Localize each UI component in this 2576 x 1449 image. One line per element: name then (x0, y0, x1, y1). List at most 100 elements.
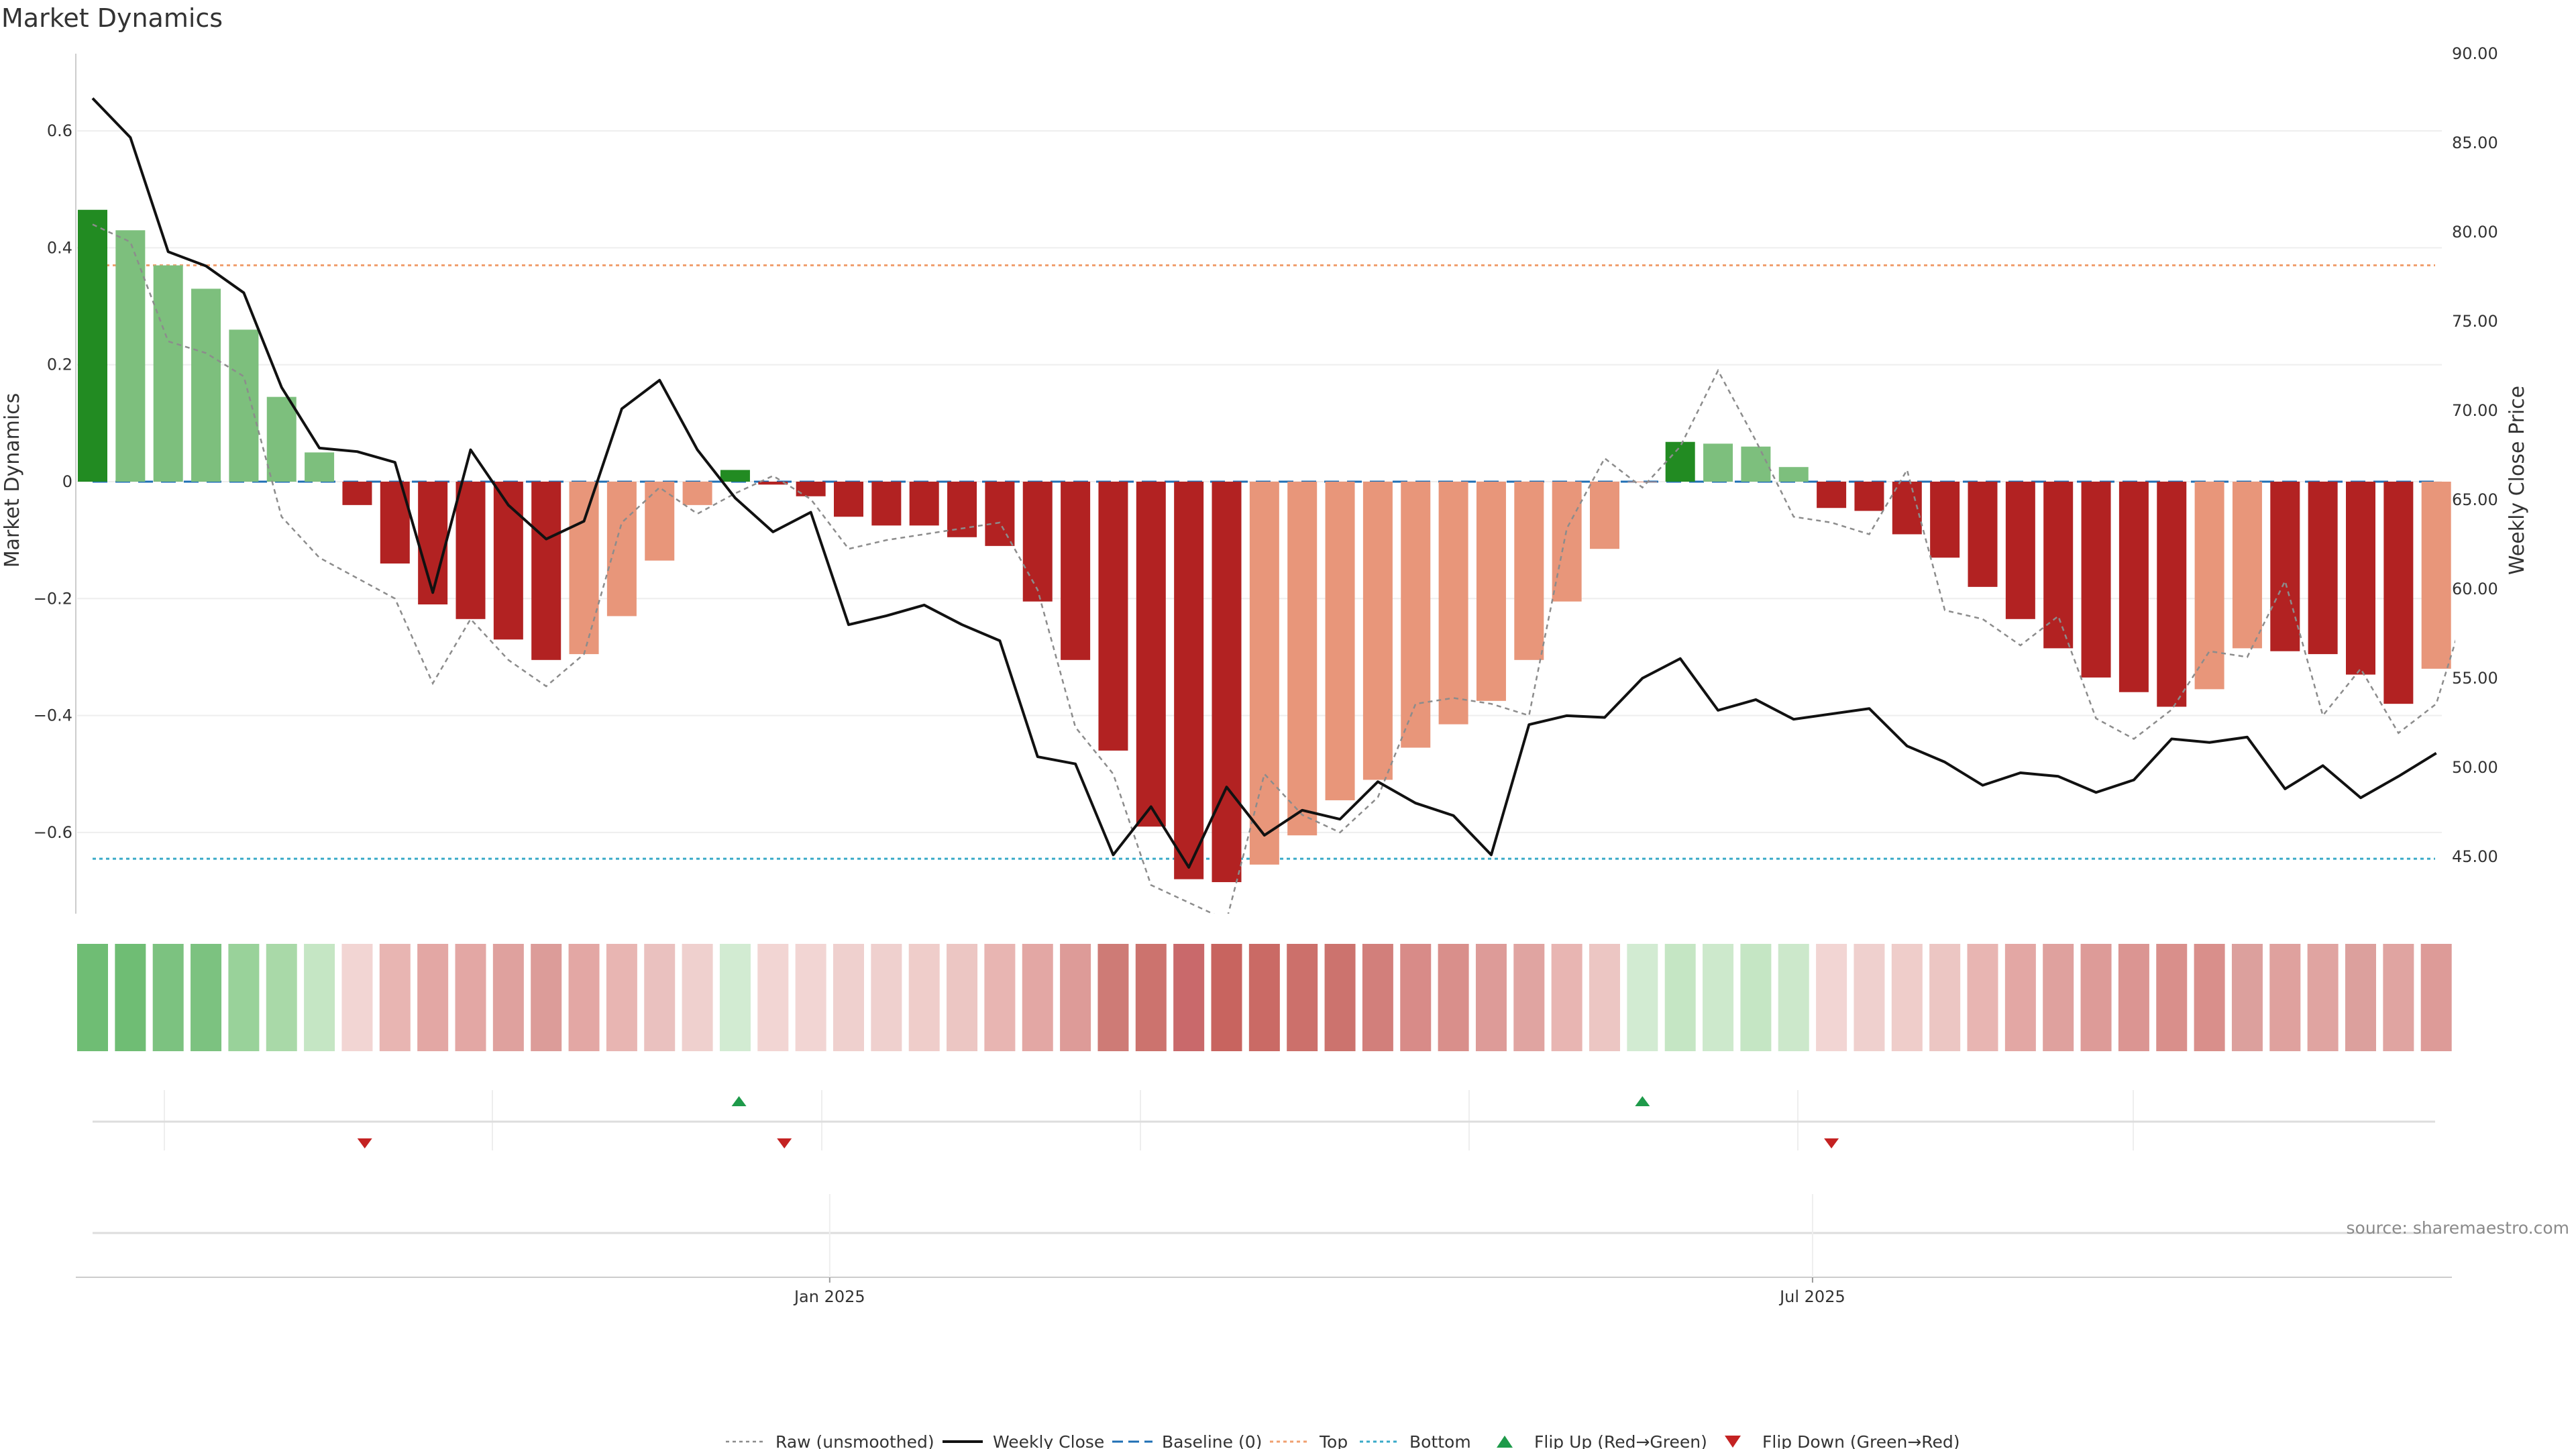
bar (2308, 482, 2338, 655)
right-tick-label: 55.00 (2452, 669, 2498, 688)
bar (1930, 482, 1960, 558)
strip-cell (984, 944, 1016, 1051)
strip-cell (2307, 944, 2339, 1051)
right-tick-label: 80.00 (2452, 223, 2498, 241)
strip-cell (2043, 944, 2074, 1051)
raw-line (92, 223, 2455, 914)
flip-down-marker (357, 1138, 372, 1148)
bar (2118, 482, 2149, 692)
strip-cell (833, 944, 864, 1051)
bar (1401, 482, 1431, 748)
strip-cell (1891, 944, 1923, 1051)
bar (796, 482, 826, 496)
left-tick-label: −0.2 (34, 589, 72, 608)
strip-cell (2383, 944, 2414, 1051)
flip-markers-panel (93, 1090, 2435, 1150)
strip-cell (1589, 944, 1620, 1051)
strip-cell (1097, 944, 1129, 1051)
bar (229, 329, 259, 482)
bar (1249, 482, 1279, 865)
strip-cell (568, 944, 600, 1051)
strip-cell (304, 944, 335, 1051)
strip-cell (871, 944, 902, 1051)
bar (493, 482, 523, 640)
bar (2383, 482, 2414, 704)
right-tick-label: 70.00 (2452, 401, 2498, 420)
strip-cell (1740, 944, 1772, 1051)
strip-cell (947, 944, 978, 1051)
right-tick-label: 45.00 (2452, 847, 2498, 866)
legend-flip-up-icon (1497, 1436, 1513, 1448)
strip-cell (2118, 944, 2149, 1051)
bar (645, 482, 675, 561)
bar (2157, 482, 2187, 707)
bar (569, 482, 599, 655)
bar (418, 482, 448, 605)
bar (78, 209, 107, 482)
flip-down-marker (1824, 1138, 1839, 1148)
bar (1968, 482, 1998, 587)
right-tick-label: 60.00 (2452, 580, 2498, 598)
legend-label-flip_down: Flip Down (Green→Red) (1762, 1432, 1960, 1449)
strip-cell (191, 944, 222, 1051)
bar (682, 482, 712, 505)
bar (1854, 482, 1884, 511)
strip-cell (1854, 944, 1885, 1051)
strip-cell (908, 944, 940, 1051)
bar (2081, 482, 2111, 678)
left-tick-label: 0 (62, 472, 72, 491)
bar (1022, 482, 1053, 602)
bar (2232, 482, 2262, 649)
strip-cell (1513, 944, 1545, 1051)
strip-cell (341, 944, 373, 1051)
strip-cell (1060, 944, 1091, 1051)
strip-cell (1287, 944, 1318, 1051)
strip-cell (757, 944, 789, 1051)
left-tick-label: −0.6 (34, 823, 72, 842)
strip-cell (266, 944, 297, 1051)
strip-cell (2269, 944, 2301, 1051)
bar (2194, 482, 2224, 690)
bar (115, 230, 146, 482)
bar (1741, 446, 1771, 482)
strip-cell (1475, 944, 1507, 1051)
strip-cell (417, 944, 449, 1051)
legend-label-raw: Raw (unsmoothed) (775, 1432, 934, 1449)
legend-label-top: Top (1319, 1432, 1348, 1449)
bar (1703, 443, 1733, 482)
bar (1174, 482, 1204, 879)
strip-cell (1022, 944, 1053, 1051)
strip-cell (1248, 944, 1280, 1051)
left-tick-label: 0.6 (47, 121, 72, 140)
strip-cell (1627, 944, 1658, 1051)
bar (758, 482, 788, 485)
strip-cell (1173, 944, 1205, 1051)
strip-cell (77, 944, 108, 1051)
weekly-close-line (91, 97, 2437, 869)
flip-down-marker (777, 1138, 792, 1148)
strip-cell (115, 944, 146, 1051)
strip-cell (682, 944, 713, 1051)
left-axis-label: Market Dynamics (1, 393, 24, 568)
strip-cell (1551, 944, 1582, 1051)
strip-cell (644, 944, 676, 1051)
strip-cell (1135, 944, 1167, 1051)
bar (1098, 482, 1128, 751)
bar (606, 482, 637, 616)
strip-cell (228, 944, 260, 1051)
bar (720, 470, 750, 482)
strip-cell (492, 944, 524, 1051)
bar-series (78, 209, 2451, 882)
legend-label-flip_up: Flip Up (Red→Green) (1534, 1432, 1707, 1449)
bar (1778, 467, 1809, 482)
strip-cell (1816, 944, 1847, 1051)
bar (1287, 482, 1318, 836)
chart-title: Market Dynamics (1, 3, 223, 33)
bar (2346, 482, 2375, 675)
strip-cell (1324, 944, 1356, 1051)
bar (153, 265, 183, 482)
left-tick-label: 0.4 (47, 238, 72, 257)
left-tick-label: 0.2 (47, 356, 72, 374)
strip-cell (1438, 944, 1469, 1051)
bar (1325, 482, 1355, 800)
